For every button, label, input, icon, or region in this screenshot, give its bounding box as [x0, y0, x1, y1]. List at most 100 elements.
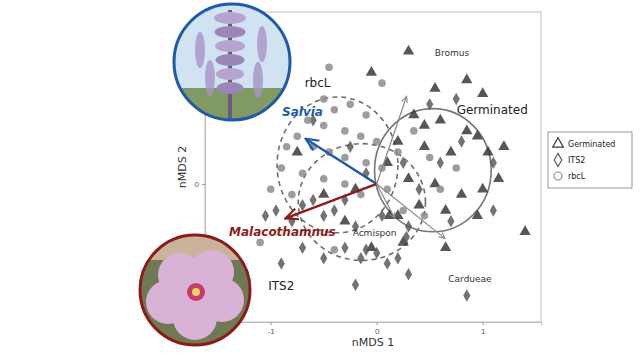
- point: [347, 141, 354, 153]
- point: [320, 175, 328, 183]
- legend-label: ITS2: [568, 156, 585, 165]
- point: [384, 257, 391, 269]
- x-axis-line: [206, 323, 542, 326]
- point: [267, 186, 275, 194]
- point: [493, 172, 504, 182]
- point: [482, 146, 493, 156]
- point: [373, 247, 380, 259]
- x-tick-label: -1: [268, 327, 276, 336]
- legend-marker: [553, 138, 564, 147]
- ellipse: [277, 97, 398, 233]
- ellipse-label: Germinated: [457, 103, 528, 117]
- point: [357, 252, 364, 264]
- arrow-label: Acmispon: [353, 228, 397, 238]
- series-points: [262, 93, 497, 302]
- point: [331, 246, 339, 254]
- point: [320, 210, 327, 222]
- ellipse: [298, 144, 425, 261]
- point: [310, 194, 317, 206]
- point: [378, 210, 385, 222]
- arrow-label: Cardueae: [448, 274, 492, 284]
- vector-arrow: [377, 184, 395, 218]
- point: [403, 172, 414, 182]
- point: [318, 188, 329, 198]
- vector-arrow: [377, 97, 407, 184]
- legend-marker: [554, 153, 562, 166]
- point: [278, 164, 286, 172]
- point: [437, 186, 445, 194]
- point: [331, 106, 339, 114]
- point: [429, 82, 440, 92]
- point: [413, 199, 424, 209]
- arrow-label: Malacothamnus: [229, 225, 336, 239]
- point: [440, 204, 451, 214]
- point: [362, 111, 370, 119]
- point: [392, 135, 403, 145]
- point: [405, 268, 412, 280]
- y-tick-label: 0: [195, 180, 200, 189]
- x-tick-mark: [377, 322, 378, 325]
- legend-label: rbcL: [568, 172, 586, 181]
- vector-arrow: [287, 184, 377, 218]
- point: [472, 130, 483, 140]
- point: [362, 159, 370, 167]
- point: [331, 204, 338, 216]
- x-tick-label: 1: [481, 327, 486, 336]
- point: [408, 108, 419, 118]
- point: [394, 252, 401, 264]
- point: [461, 124, 472, 134]
- ellipse: [375, 109, 492, 232]
- point: [292, 146, 303, 156]
- point: [346, 101, 354, 109]
- point: [256, 239, 264, 247]
- vector-arrow: [307, 139, 377, 184]
- point: [299, 170, 307, 178]
- point: [416, 183, 423, 195]
- point: [426, 98, 433, 110]
- y-axis-title: nMDS 2: [176, 146, 189, 188]
- legend-box: [548, 132, 632, 188]
- x-axis: -101: [206, 322, 542, 336]
- photo-salvia: [170, 0, 300, 128]
- point: [373, 138, 381, 146]
- point: [363, 244, 370, 256]
- legend: Germinated ITS2 rbcL: [548, 132, 632, 188]
- point: [352, 279, 359, 291]
- point: [293, 132, 301, 140]
- photo-malacothamnus: [135, 230, 260, 350]
- point: [445, 146, 456, 156]
- legend-label: Germinated: [568, 140, 615, 149]
- point: [477, 183, 488, 193]
- point: [378, 79, 386, 87]
- point: [456, 188, 467, 198]
- point: [299, 199, 306, 211]
- point: [357, 132, 365, 140]
- point: [299, 241, 306, 253]
- point: [341, 154, 349, 162]
- point: [403, 231, 410, 243]
- point: [472, 209, 483, 219]
- point: [437, 157, 444, 169]
- arrow-label: Salvia: [282, 105, 323, 119]
- x-tick-mark: [271, 322, 272, 325]
- y-tick-mark: [202, 184, 205, 185]
- point: [405, 220, 412, 232]
- x-tick: -1: [268, 322, 276, 336]
- y-tick: 0: [195, 180, 205, 189]
- point: [272, 204, 279, 216]
- point: [421, 212, 429, 220]
- point: [458, 135, 465, 147]
- point: [341, 241, 348, 253]
- point: [341, 127, 349, 135]
- series-points: [292, 45, 531, 251]
- arrow-label: Bromus: [435, 48, 470, 58]
- point: [463, 289, 470, 301]
- point: [366, 66, 377, 76]
- chart: -101 0 nMDS 1 nMDS 2 rbcL ITS2 Germinated Salvi…: [0, 0, 640, 360]
- point: [320, 122, 328, 130]
- legend-marker: [554, 172, 562, 180]
- point: [419, 140, 430, 150]
- x-axis-title: nMDS 1: [352, 336, 394, 349]
- point: [278, 257, 285, 269]
- point: [394, 148, 402, 156]
